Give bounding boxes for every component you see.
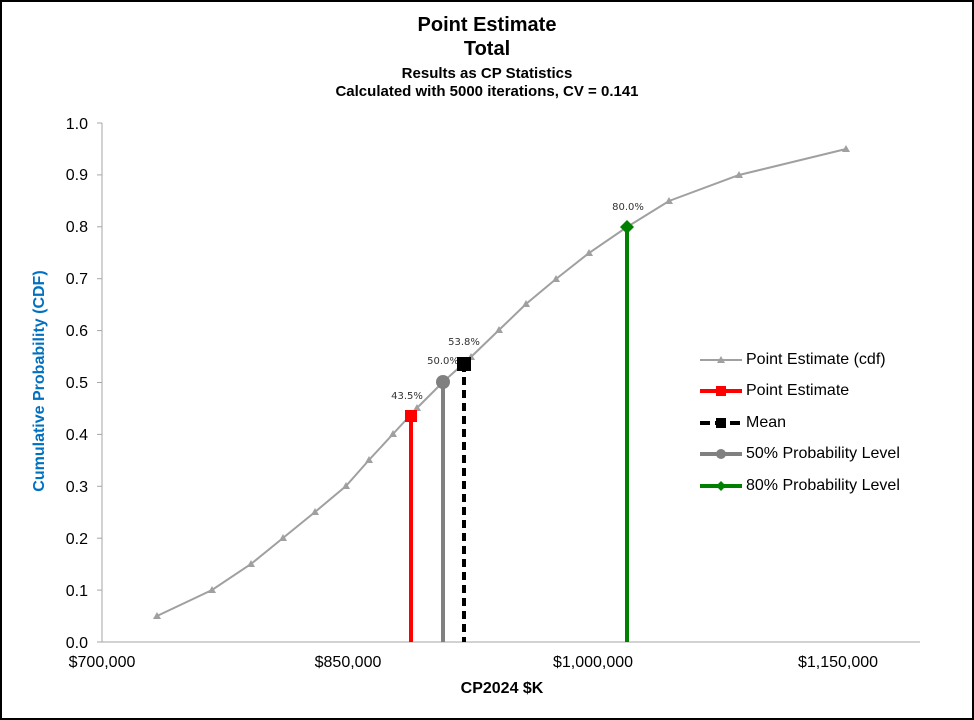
point-estimate-label: 43.5% — [391, 391, 423, 402]
y-ticks: 0.0 0.1 0.2 0.3 0.4 0.5 0.6 0.7 0.8 0.9 … — [66, 116, 102, 652]
chart-subtitle: Total — [463, 38, 511, 60]
chart-subtitle-2: Results as CP Statistics — [401, 65, 573, 82]
cdf-series-markers — [153, 145, 850, 619]
x-axis-label: CP2024 $K — [460, 680, 544, 697]
svg-text:0.9: 0.9 — [66, 167, 88, 184]
p50-marker — [436, 375, 450, 389]
legend-item-p50: 50% Probability Level — [700, 439, 900, 471]
p80-marker — [620, 220, 634, 234]
chart-subtitle-3: Calculated with 5000 iterations, CV = 0.… — [335, 83, 639, 100]
legend: Point Estimate (cdf) Point Estimate Mean… — [700, 344, 900, 502]
svg-text:0.8: 0.8 — [66, 219, 88, 236]
mean-marker — [457, 357, 471, 371]
triangle-line-icon — [700, 355, 742, 363]
svg-text:0.5: 0.5 — [66, 375, 88, 392]
svg-text:$700,000: $700,000 — [69, 654, 136, 671]
svg-text:$1,000,000: $1,000,000 — [553, 654, 633, 671]
circle-line-icon — [700, 449, 742, 460]
diamond-line-icon — [700, 480, 742, 491]
p80-label: 80.0% — [612, 202, 644, 213]
svg-text:0.6: 0.6 — [66, 323, 88, 340]
svg-text:0.7: 0.7 — [66, 271, 88, 288]
legend-item-cdf: Point Estimate (cdf) — [700, 344, 900, 376]
legend-item-point-estimate: Point Estimate — [700, 376, 900, 408]
point-estimate-marker — [405, 410, 417, 422]
chart-title: Point Estimate — [417, 14, 557, 36]
svg-text:0.3: 0.3 — [66, 479, 88, 496]
svg-text:$1,150,000: $1,150,000 — [798, 654, 878, 671]
svg-text:0.4: 0.4 — [66, 427, 88, 444]
svg-text:0.2: 0.2 — [66, 531, 88, 548]
square-line-icon — [700, 386, 742, 397]
svg-text:1.0: 1.0 — [66, 116, 88, 133]
svg-text:0.1: 0.1 — [66, 583, 88, 600]
svg-text:0.0: 0.0 — [66, 635, 88, 652]
svg-text:$850,000: $850,000 — [315, 654, 382, 671]
mean-label: 53.8% — [448, 337, 480, 348]
dashed-square-icon — [700, 417, 742, 428]
legend-item-mean: Mean — [700, 407, 900, 439]
x-ticks: $700,000 $850,000 $1,000,000 $1,150,000 — [69, 654, 879, 671]
legend-item-p80: 80% Probability Level — [700, 470, 900, 502]
p50-label: 50.0% — [427, 356, 459, 367]
